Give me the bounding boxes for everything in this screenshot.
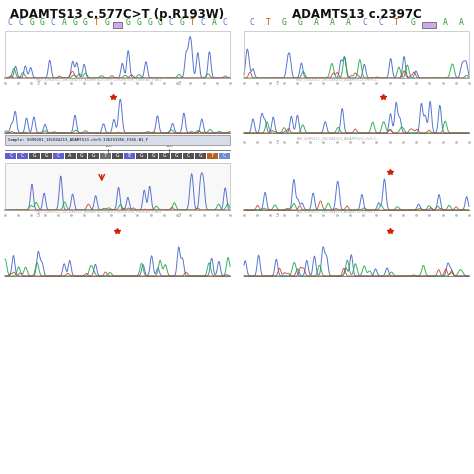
- Text: C: C: [8, 18, 13, 27]
- Bar: [183, 153, 194, 158]
- Bar: [147, 153, 158, 158]
- Bar: [5, 163, 230, 210]
- Text: A: A: [314, 18, 319, 27]
- Text: G: G: [104, 18, 109, 27]
- Bar: [41, 153, 52, 158]
- Text: C: C: [187, 153, 190, 158]
- Bar: [136, 153, 146, 158]
- Text: 160: 160: [165, 144, 173, 147]
- Text: G: G: [45, 153, 48, 158]
- Text: C: C: [9, 153, 13, 158]
- Text: G: G: [33, 153, 36, 158]
- Bar: [18, 153, 28, 158]
- Text: T: T: [265, 18, 271, 27]
- Text: C: C: [362, 18, 367, 27]
- Text: C: C: [201, 18, 206, 27]
- Bar: [5, 31, 230, 78]
- Bar: [219, 153, 229, 158]
- Text: T: T: [190, 18, 195, 27]
- Text: 5': 5': [36, 212, 41, 218]
- Text: C: C: [222, 18, 227, 27]
- Bar: [64, 153, 75, 158]
- Text: ADAMTS13 c.2397C: ADAMTS13 c.2397C: [292, 8, 421, 21]
- Text: G: G: [80, 153, 84, 158]
- Bar: [29, 153, 40, 158]
- Text: A: A: [458, 18, 464, 27]
- Bar: [6, 153, 17, 158]
- Text: G: G: [179, 18, 184, 27]
- Text: 3': 3': [178, 81, 183, 85]
- Text: G: G: [410, 18, 415, 27]
- Text: E: E: [128, 153, 131, 158]
- Text: A: A: [62, 18, 66, 27]
- Bar: [124, 153, 135, 158]
- Text: A: A: [68, 153, 72, 158]
- Text: T: T: [210, 153, 214, 158]
- Bar: [88, 153, 99, 158]
- Text: A: A: [346, 18, 351, 27]
- Bar: [422, 22, 436, 28]
- Bar: [5, 163, 230, 210]
- Bar: [207, 153, 218, 158]
- Text: 5': 5': [275, 212, 280, 218]
- Text: A: A: [442, 18, 447, 27]
- Text: G: G: [298, 18, 303, 27]
- Text: HG2_50R2011_18C044213_ADAMTS13-chr9-136292356_F266-B1_F.ab1: HG2_50R2011_18C044213_ADAMTS13-chr9-1362…: [36, 209, 163, 213]
- Bar: [244, 31, 469, 78]
- Text: HG2_50R2011_18C044213_ADAMTS13-chr9-136292356_F266-B1_F.ab1: HG2_50R2011_18C044213_ADAMTS13-chr9-1362…: [36, 77, 163, 81]
- Text: G: G: [175, 153, 178, 158]
- Text: Sample: 5090201_18C044213_ADAMTS13-chr9-136291356_F266-B1_F: Sample: 5090201_18C044213_ADAMTS13-chr9-…: [8, 138, 148, 142]
- Text: FAS_50R5011_18C044213_ADAMTS13-chr9-1...: FAS_50R5011_18C044213_ADAMTS13-chr9-1...: [297, 209, 380, 213]
- Text: G: G: [40, 18, 45, 27]
- Bar: [171, 153, 182, 158]
- Text: G: G: [282, 18, 287, 27]
- Text: C: C: [169, 18, 173, 27]
- Text: T: T: [104, 153, 108, 158]
- Bar: [159, 153, 170, 158]
- Bar: [100, 153, 111, 158]
- Text: G: G: [83, 18, 88, 27]
- Text: C: C: [21, 153, 25, 158]
- Text: A: A: [211, 18, 216, 27]
- Text: G: G: [163, 153, 167, 158]
- Text: 5': 5': [275, 139, 280, 145]
- Text: G: G: [151, 153, 155, 158]
- Text: C: C: [378, 18, 383, 27]
- Text: C: C: [18, 18, 24, 27]
- Text: FAS_50R5011_18C044213_ADAMTS13-chr9-1...: FAS_50R5011_18C044213_ADAMTS13-chr9-1...: [297, 136, 380, 140]
- Bar: [113, 22, 122, 28]
- Bar: [53, 153, 64, 158]
- Bar: [195, 153, 206, 158]
- Text: G: G: [92, 153, 96, 158]
- Text: 150: 150: [105, 144, 112, 147]
- Text: G: G: [126, 18, 131, 27]
- Text: A: A: [330, 18, 335, 27]
- Text: ADAMTS13 c.577C>T (p.R193W): ADAMTS13 c.577C>T (p.R193W): [10, 8, 225, 21]
- Text: 5': 5': [275, 81, 280, 85]
- Text: T: T: [94, 18, 99, 27]
- Text: G: G: [199, 153, 202, 158]
- Text: G: G: [29, 18, 34, 27]
- Text: HG2_50R2011_18C044213_ADAMTS13-chr9-1...: HG2_50R2011_18C044213_ADAMTS13-chr9-1...: [296, 77, 381, 81]
- Text: C: C: [56, 153, 60, 158]
- Text: C: C: [250, 18, 255, 27]
- Text: 5': 5': [36, 81, 41, 85]
- Text: G: G: [147, 18, 152, 27]
- Text: G: G: [139, 153, 143, 158]
- Text: G: G: [137, 18, 141, 27]
- Bar: [112, 153, 123, 158]
- Text: G: G: [158, 18, 163, 27]
- Bar: [5, 135, 230, 145]
- Text: T: T: [394, 18, 399, 27]
- Text: 3': 3': [178, 212, 183, 218]
- Bar: [76, 153, 87, 158]
- Text: G: G: [72, 18, 77, 27]
- Text: C: C: [51, 18, 55, 27]
- Text: C: C: [222, 153, 226, 158]
- Text: G: G: [116, 153, 119, 158]
